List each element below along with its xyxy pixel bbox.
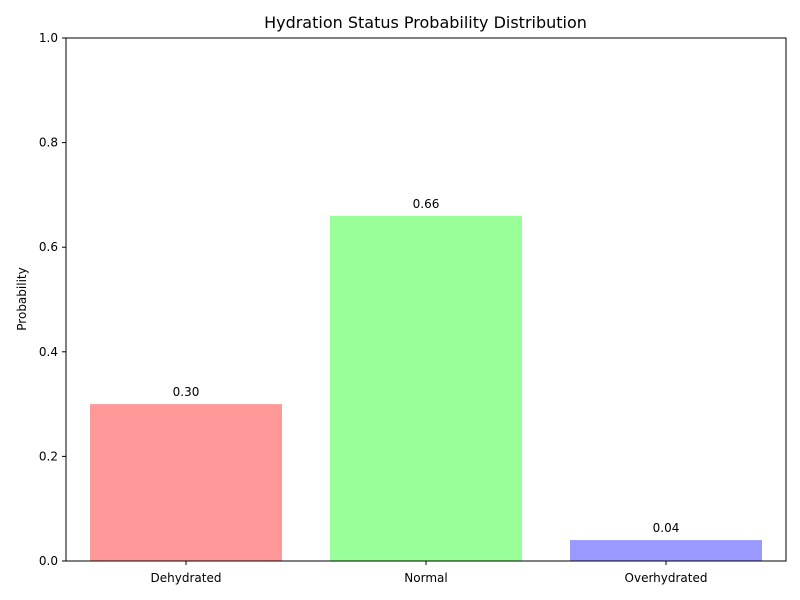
x-axis-ticks: Dehydrated Normal Overhydrated — [151, 561, 708, 585]
bar-value-label: 0.66 — [413, 197, 440, 211]
plot-frame — [65, 37, 787, 562]
x-tick-label: Overhydrated — [625, 571, 708, 585]
y-tick-label: 0.4 — [39, 345, 58, 359]
y-tick-label: 0.6 — [39, 240, 58, 254]
bars-group — [90, 215, 762, 561]
y-tick-label: 0.0 — [39, 554, 58, 568]
y-tick-label: 1.0 — [39, 31, 58, 45]
x-tick-label: Normal — [404, 571, 447, 585]
bar-normal — [330, 215, 522, 561]
chart-title: Hydration Status Probability Distributio… — [264, 13, 587, 32]
bar-value-label: 0.04 — [653, 521, 680, 535]
y-tick-label: 0.8 — [39, 136, 58, 150]
y-axis-ticks: 0.0 0.2 0.4 0.6 0.8 1.0 — [39, 31, 66, 568]
bar-value-labels: 0.30 0.66 0.04 — [173, 197, 680, 535]
bar-dehydrated — [90, 404, 282, 561]
bar-value-label: 0.30 — [173, 385, 200, 399]
bar-overhydrated — [570, 540, 762, 561]
y-tick-label: 0.2 — [39, 449, 58, 463]
x-tick-label: Dehydrated — [151, 571, 222, 585]
y-axis-label: Probability — [15, 267, 29, 330]
